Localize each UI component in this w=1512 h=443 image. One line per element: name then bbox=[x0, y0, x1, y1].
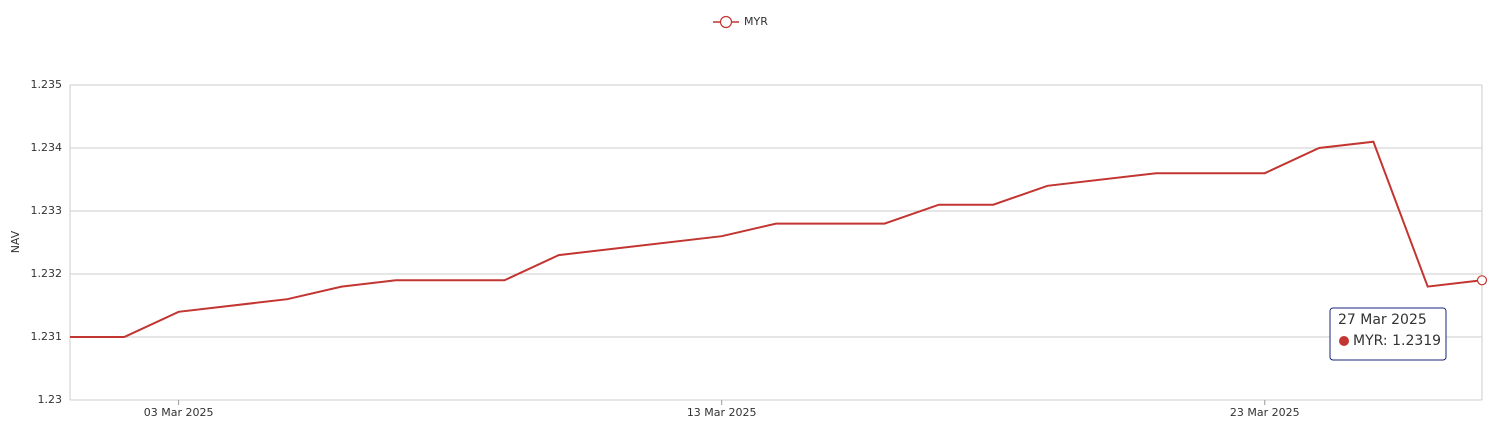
tooltip: 27 Mar 2025 MYR: 1.2319 bbox=[1329, 307, 1447, 361]
y-tick-label: 1.232 bbox=[31, 267, 63, 280]
x-tick-label: 23 Mar 2025 bbox=[1230, 406, 1300, 419]
y-tick-label: 1.235 bbox=[31, 78, 63, 91]
legend-label: MYR bbox=[744, 15, 768, 28]
tooltip-title: 27 Mar 2025 bbox=[1338, 312, 1427, 328]
legend-item: MYR bbox=[713, 15, 768, 29]
tooltip-box bbox=[1329, 307, 1447, 361]
x-tick-label: 13 Mar 2025 bbox=[687, 406, 757, 419]
line bbox=[70, 140, 1483, 338]
y-tick-label: 1.231 bbox=[31, 330, 63, 343]
tooltip-dot bbox=[1339, 336, 1349, 346]
point bbox=[1476, 275, 1488, 286]
legend-marker bbox=[719, 15, 733, 29]
x-tick-label: 03 Mar 2025 bbox=[144, 406, 214, 419]
y-tick-label: 1.233 bbox=[31, 204, 63, 217]
y-axis-label: NAV bbox=[9, 230, 22, 253]
y-tick-label: 1.23 bbox=[38, 393, 63, 406]
tooltip-text: MYR: 1.2319 bbox=[1353, 333, 1441, 349]
y-tick-label: 1.234 bbox=[31, 141, 63, 154]
